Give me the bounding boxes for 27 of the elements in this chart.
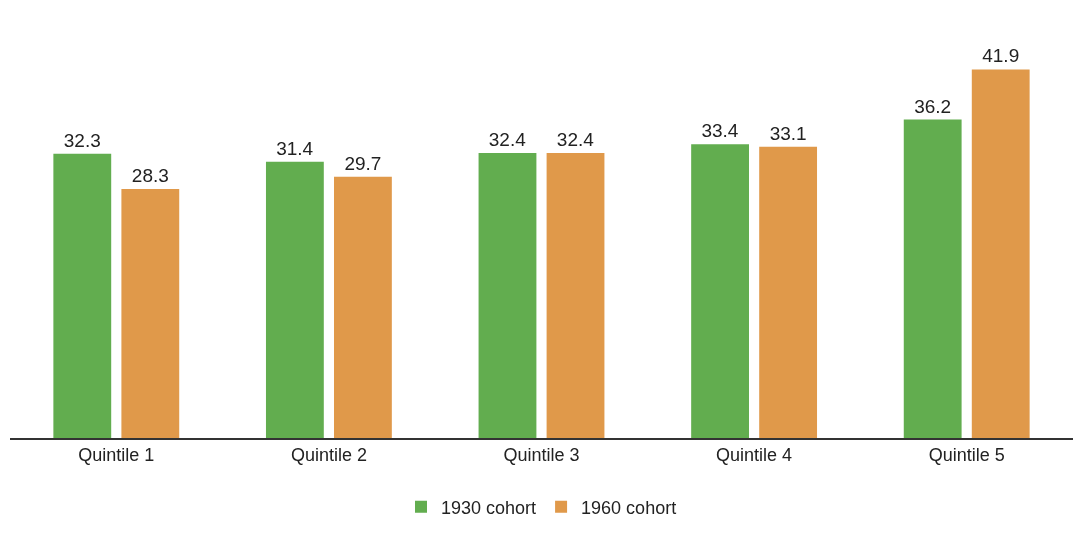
legend-label: 1930 cohort (441, 497, 537, 518)
bar (53, 153, 112, 438)
data-label: 32.4 (556, 128, 595, 150)
bar (121, 189, 180, 438)
data-label: 32.4 (488, 128, 527, 150)
data-label: 36.2 (914, 95, 952, 117)
x-tick-label: Quintile 4 (716, 445, 793, 466)
bar (691, 144, 749, 438)
data-label: 33.4 (701, 120, 739, 142)
data-label: 28.3 (131, 165, 169, 187)
x-tick-label: Quintile 3 (503, 445, 580, 466)
x-tick-label: Quintile 5 (928, 445, 1005, 466)
data-label: 32.3 (63, 129, 101, 151)
bar (903, 119, 962, 438)
bar (334, 176, 392, 438)
x-tick-label: Quintile 2 (290, 445, 367, 466)
bar (546, 152, 605, 438)
x-tick-label: Quintile 1 (78, 445, 155, 466)
bar (971, 69, 1030, 438)
data-label: 33.1 (769, 122, 807, 144)
bar (265, 161, 324, 438)
data-label: 29.7 (344, 152, 382, 174)
data-label: 41.9 (982, 45, 1020, 67)
bar (478, 152, 537, 438)
data-label: 31.4 (276, 137, 314, 159)
legend-label: 1960 cohort (581, 497, 677, 518)
bar (759, 146, 818, 438)
